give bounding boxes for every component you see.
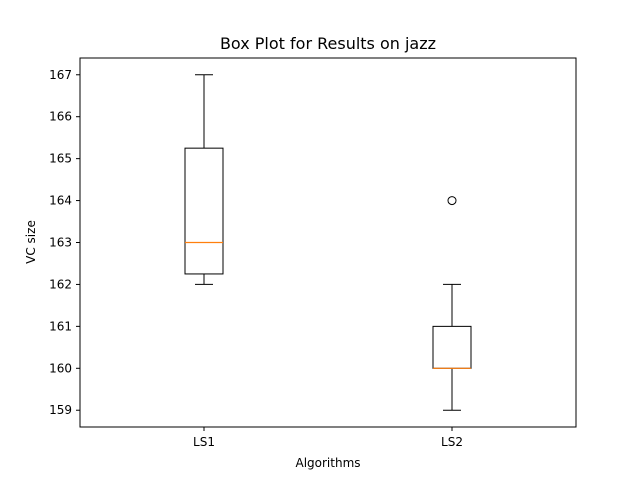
y-axis-label: VC size xyxy=(24,220,38,264)
box-ls1 xyxy=(184,74,224,285)
box-ls2 xyxy=(432,196,472,411)
x-axis: LS1 LS2 xyxy=(193,427,463,449)
outlier-point xyxy=(447,196,457,206)
chart-title: Box Plot for Results on jazz xyxy=(220,34,436,53)
y-tick-label: 160 xyxy=(49,361,72,375)
y-axis: 159 160 161 162 163 164 165 166 167 xyxy=(49,68,80,417)
x-tick-label: LS1 xyxy=(193,435,215,449)
x-axis-label: Algorithms xyxy=(295,456,360,470)
iqr-box xyxy=(184,147,224,275)
y-tick-label: 166 xyxy=(49,110,72,124)
y-tick-label: 161 xyxy=(49,319,72,333)
plot-area xyxy=(184,74,472,411)
y-tick-label: 162 xyxy=(49,277,72,291)
y-tick-label: 167 xyxy=(49,68,72,82)
y-tick-label: 164 xyxy=(49,194,72,208)
y-tick-label: 163 xyxy=(49,236,72,250)
y-tick-label: 165 xyxy=(49,152,72,166)
plot-frame xyxy=(79,57,577,428)
x-tick-label: LS2 xyxy=(441,435,463,449)
y-tick-label: 159 xyxy=(49,403,72,417)
iqr-box xyxy=(432,325,472,369)
